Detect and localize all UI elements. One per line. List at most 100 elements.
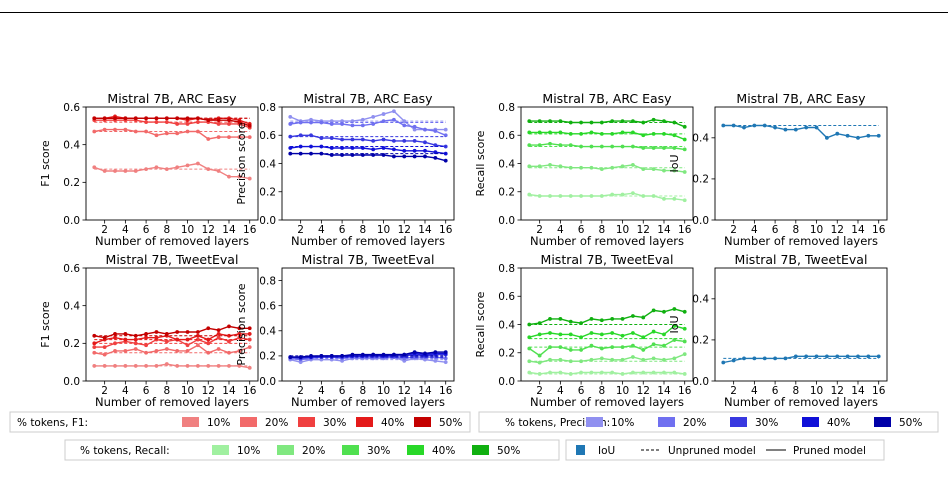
data-point (631, 130, 635, 135)
x-axis-label: Number of removed layers (95, 395, 249, 409)
data-point (123, 337, 128, 342)
x-tick-label: 2 (101, 224, 108, 236)
data-point (144, 335, 148, 340)
data-point (113, 341, 117, 346)
data-point (288, 122, 293, 126)
y-axis-label: F1 score (39, 301, 52, 348)
data-point (113, 116, 117, 121)
data-point (196, 161, 200, 166)
data-point (620, 345, 625, 349)
pruned-series-line (94, 333, 250, 344)
data-point (350, 153, 355, 157)
y-tick-label: 0.4 (692, 133, 709, 145)
y-tick-label: 0.4 (498, 319, 515, 331)
data-point (298, 120, 303, 125)
pruned-series-line (94, 344, 250, 356)
data-point (402, 148, 407, 153)
data-point (298, 144, 303, 149)
data-point (288, 134, 293, 139)
data-point (92, 333, 97, 338)
axes-frame (714, 267, 888, 382)
data-point (682, 326, 687, 331)
legend-entry-label: IoU (598, 445, 615, 457)
data-point (216, 347, 221, 351)
legend-entry-label: 30% (755, 417, 778, 429)
data-point (527, 119, 532, 124)
y-tick-label: 0.0 (692, 215, 709, 227)
data-point (227, 122, 231, 126)
data-point (423, 148, 427, 153)
data-point (651, 370, 656, 375)
pruned-series-line (529, 118, 685, 128)
data-point (672, 133, 677, 138)
data-point (381, 153, 386, 157)
data-point (631, 163, 635, 167)
data-point (237, 120, 242, 124)
data-point (175, 330, 180, 334)
data-point (672, 307, 677, 311)
legend-swatch (212, 445, 229, 455)
y-tick-label: 0.8 (498, 102, 515, 114)
y-tick-label: 0.4 (259, 326, 276, 338)
data-point (579, 348, 583, 352)
data-point (392, 352, 396, 357)
data-point (610, 316, 615, 321)
data-point (558, 119, 563, 124)
x-tick-label: 16 (243, 385, 257, 397)
data-point (620, 192, 625, 197)
x-tick-label: 12 (831, 224, 844, 236)
data-point (641, 167, 646, 172)
data-point (102, 345, 107, 349)
legend-entry-label: 50% (439, 417, 462, 429)
data-point (175, 165, 180, 170)
data-point (620, 144, 625, 149)
x-tick-label: 2 (730, 385, 737, 397)
pruned-series-line (94, 336, 250, 348)
x-tick-label: 12 (398, 224, 411, 236)
data-point (682, 170, 687, 174)
data-point (599, 167, 604, 172)
x-tick-label: 10 (616, 224, 629, 236)
y-tick-label: 0.8 (259, 275, 276, 287)
data-point (568, 194, 573, 198)
data-point (133, 337, 138, 342)
data-point (237, 326, 242, 331)
data-point (662, 119, 666, 124)
data-point (558, 345, 563, 349)
pruned-series-line (529, 325, 685, 338)
pruned-series-line (529, 353, 685, 364)
data-point (423, 127, 427, 132)
y-tick-label: 0.6 (63, 263, 80, 275)
data-point (360, 123, 365, 128)
data-point (804, 125, 809, 130)
data-point (620, 333, 625, 338)
data-point (247, 365, 252, 370)
data-point (319, 144, 324, 149)
x-axis-label: Number of removed layers (95, 234, 249, 248)
data-point (247, 345, 252, 349)
data-point (123, 348, 128, 353)
pruned-series-line (290, 152, 446, 162)
x-tick-label: 12 (637, 224, 650, 236)
data-point (216, 364, 221, 368)
data-point (548, 316, 552, 321)
data-point (641, 315, 646, 320)
data-point (340, 153, 344, 157)
axes-frame (85, 106, 259, 221)
data-point (133, 129, 138, 134)
x-tick-label: 8 (792, 385, 799, 397)
x-tick-label: 14 (657, 224, 671, 236)
y-tick-label: 0.6 (498, 291, 515, 303)
data-point (412, 127, 417, 132)
data-point (599, 318, 604, 323)
data-point (371, 139, 376, 143)
data-point (175, 337, 180, 342)
data-point (402, 352, 407, 357)
data-point (412, 154, 417, 159)
y-tick-label: 0.2 (692, 174, 709, 186)
data-point (620, 372, 625, 376)
data-point (620, 130, 625, 135)
legend-entry-label: 40% (432, 445, 455, 457)
data-point (662, 370, 666, 375)
data-point (443, 158, 448, 163)
